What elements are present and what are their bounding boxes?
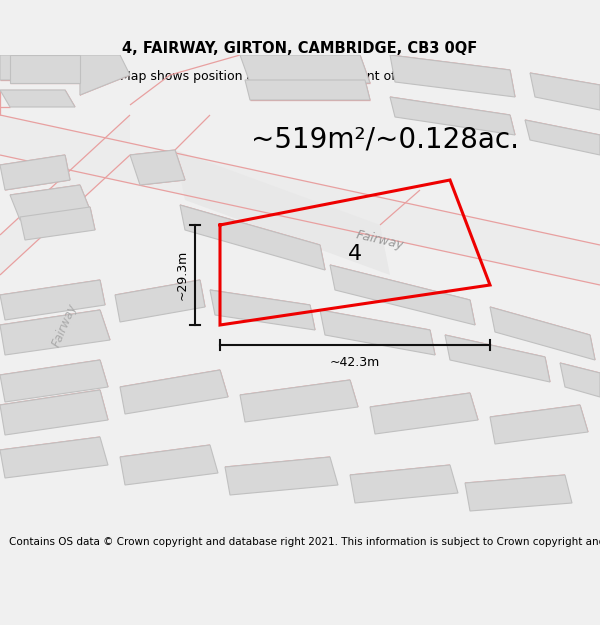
Polygon shape: [0, 390, 108, 435]
Text: 4: 4: [348, 244, 362, 264]
Polygon shape: [115, 280, 205, 322]
Polygon shape: [120, 445, 218, 485]
Polygon shape: [525, 120, 600, 155]
Text: Fairway: Fairway: [355, 228, 405, 252]
Polygon shape: [0, 310, 110, 355]
Polygon shape: [560, 363, 600, 397]
Text: Map shows position and indicative extent of the property.: Map shows position and indicative extent…: [120, 70, 480, 82]
Polygon shape: [350, 465, 458, 503]
Text: ~42.3m: ~42.3m: [330, 356, 380, 369]
Polygon shape: [0, 55, 130, 95]
Polygon shape: [0, 115, 130, 275]
Polygon shape: [10, 185, 90, 220]
Polygon shape: [0, 155, 70, 190]
Polygon shape: [530, 73, 600, 110]
Polygon shape: [20, 207, 95, 240]
Polygon shape: [0, 90, 75, 107]
Polygon shape: [370, 393, 478, 434]
Polygon shape: [390, 97, 515, 135]
Polygon shape: [120, 370, 228, 414]
Polygon shape: [490, 405, 588, 444]
Text: Contains OS data © Crown copyright and database right 2021. This information is : Contains OS data © Crown copyright and d…: [9, 537, 600, 547]
Polygon shape: [0, 115, 600, 285]
Polygon shape: [240, 55, 370, 83]
Polygon shape: [445, 335, 550, 382]
Text: 4, FAIRWAY, GIRTON, CAMBRIDGE, CB3 0QF: 4, FAIRWAY, GIRTON, CAMBRIDGE, CB3 0QF: [122, 41, 478, 56]
Polygon shape: [320, 310, 435, 355]
Polygon shape: [390, 55, 515, 97]
Polygon shape: [130, 150, 185, 185]
Polygon shape: [10, 55, 80, 83]
Polygon shape: [225, 457, 338, 495]
Polygon shape: [240, 380, 358, 422]
Text: ~29.3m: ~29.3m: [176, 250, 188, 300]
Text: ~519m²/~0.128ac.: ~519m²/~0.128ac.: [251, 126, 519, 154]
Text: Fairway: Fairway: [50, 301, 80, 349]
Polygon shape: [0, 280, 105, 320]
Polygon shape: [465, 475, 572, 511]
Polygon shape: [0, 437, 108, 478]
Polygon shape: [245, 80, 370, 100]
Polygon shape: [330, 265, 475, 325]
Polygon shape: [210, 290, 315, 330]
Polygon shape: [175, 150, 390, 275]
Polygon shape: [180, 205, 325, 270]
Polygon shape: [490, 307, 595, 360]
Polygon shape: [0, 360, 108, 402]
